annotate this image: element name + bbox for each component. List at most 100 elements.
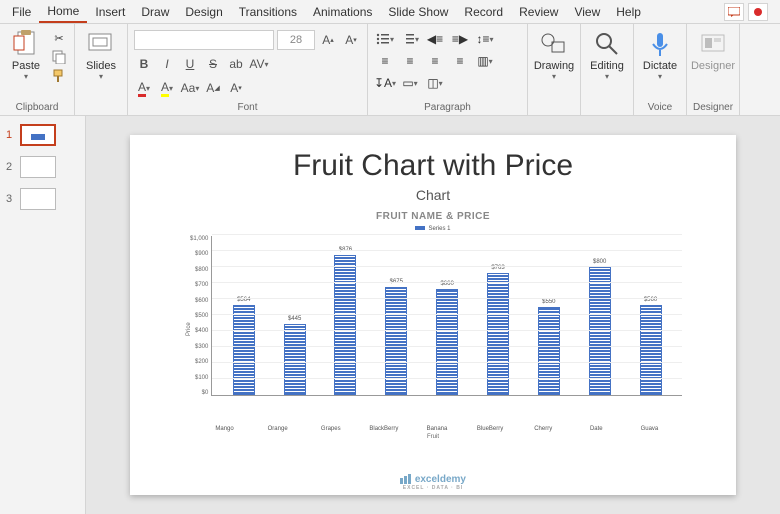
group-clipboard: Paste ▾ ✂ Clipboard (0, 24, 75, 115)
menu-draw[interactable]: Draw (133, 2, 177, 22)
menu-bar: File Home Insert Draw Design Transitions… (0, 0, 780, 24)
underline-button[interactable]: U (180, 54, 200, 74)
font-size-dropdown[interactable]: 28 (277, 30, 315, 50)
thumb-2[interactable]: 2 (6, 156, 79, 178)
line-spacing-button[interactable]: ↕≡▾ (474, 30, 496, 48)
thumb-3[interactable]: 3 (6, 188, 79, 210)
x-labels: MangoOrangeGrapesBlackBerryBananaBlueBer… (192, 426, 682, 432)
slide-canvas[interactable]: Fruit Chart with Price Chart FRUIT NAME … (86, 116, 780, 514)
change-case-button[interactable]: Aa▾ (180, 78, 200, 98)
bullets-button[interactable]: ▾ (374, 30, 396, 48)
cut-icon[interactable]: ✂ (50, 30, 68, 46)
menu-file[interactable]: File (4, 2, 39, 22)
menu-slideshow[interactable]: Slide Show (380, 2, 456, 22)
copy-icon[interactable] (50, 49, 68, 65)
microphone-icon (646, 30, 674, 58)
menu-home[interactable]: Home (39, 1, 87, 23)
comments-icon[interactable] (724, 3, 744, 21)
group-drawing: Drawing ▾ (528, 24, 581, 115)
clear-format-button[interactable]: A◢ (203, 78, 223, 98)
italic-button[interactable]: I (157, 54, 177, 74)
shapes-icon (540, 30, 568, 58)
slide: Fruit Chart with Price Chart FRUIT NAME … (130, 135, 736, 495)
strikethrough-button[interactable]: S (203, 54, 223, 74)
thumbnail-panel: 1 2 3 (0, 116, 86, 514)
menu-help[interactable]: Help (608, 2, 649, 22)
font-label: Font (134, 100, 361, 115)
slide-title[interactable]: Fruit Chart with Price (150, 149, 716, 183)
group-voice: Dictate ▾ Voice (634, 24, 687, 115)
chevron-down-icon: ▾ (24, 72, 28, 81)
menu-review[interactable]: Review (511, 2, 566, 22)
align-left-button[interactable]: ≡ (374, 52, 396, 70)
workspace: 1 2 3 Fruit Chart with Price Chart FRUIT… (0, 116, 780, 514)
designer-label: Designer (691, 60, 735, 72)
slides-label: Slides (86, 60, 116, 72)
chevron-down-icon: ▾ (658, 72, 662, 81)
shadow-button[interactable]: ab (226, 54, 246, 74)
chart[interactable]: Price $1,000$900$800$700$600$500$400$300… (150, 236, 716, 426)
editing-button[interactable]: Editing ▾ (587, 26, 627, 81)
grow-font-icon[interactable]: A▴ (318, 30, 338, 50)
justify-button[interactable]: ≡ (449, 52, 471, 70)
align-center-button[interactable]: ≡ (399, 52, 421, 70)
paragraph-label: Paragraph (374, 100, 521, 115)
x-axis-label: Fruit (150, 434, 716, 440)
align-right-button[interactable]: ≡ (424, 52, 446, 70)
paste-icon (12, 30, 40, 58)
font-family-dropdown[interactable] (134, 30, 274, 50)
indent-increase-button[interactable]: ≡▶ (449, 30, 471, 48)
dictate-button[interactable]: Dictate ▾ (640, 26, 680, 81)
slides-icon (87, 30, 115, 58)
menu-view[interactable]: View (566, 2, 608, 22)
y-ticks: $1,000$900$800$700$600$500$400$300$200$1… (190, 236, 211, 396)
shrink-font-icon[interactable]: A▾ (341, 30, 361, 50)
chevron-down-icon: ▾ (99, 72, 103, 81)
font-color-button[interactable]: A▾ (134, 78, 154, 98)
group-slides: Slides ▾ (75, 24, 128, 115)
menu-record[interactable]: Record (456, 2, 511, 22)
subscript-button[interactable]: A▾ (226, 78, 246, 98)
designer-icon (699, 30, 727, 58)
record-icon[interactable] (748, 3, 768, 21)
highlight-button[interactable]: A▾ (157, 78, 177, 98)
menu-transitions[interactable]: Transitions (231, 2, 305, 22)
editing-label: Editing (590, 60, 624, 72)
smartart-button[interactable]: ◫▾ (424, 74, 446, 92)
bold-button[interactable]: B (134, 54, 154, 74)
group-font: 28 A▴ A▾ B I U S ab AV▾ A▾ A▾ Aa▾ A◢ A▾ … (128, 24, 368, 115)
format-painter-icon[interactable] (50, 68, 68, 84)
group-paragraph: ▾ ▾ ◀≡ ≡▶ ↕≡▾ ≡ ≡ ≡ ≡ ▥▾ ↧A▾ ▭▾ ◫▾ Parag… (368, 24, 528, 115)
chevron-down-icon: ▾ (552, 72, 556, 81)
menu-design[interactable]: Design (177, 2, 230, 22)
group-editing: Editing ▾ (581, 24, 634, 115)
slides-button[interactable]: Slides ▾ (81, 26, 121, 81)
ribbon: Paste ▾ ✂ Clipboard Slides ▾ 28 (0, 24, 780, 116)
numbering-button[interactable]: ▾ (399, 30, 421, 48)
find-icon (593, 30, 621, 58)
dictate-label: Dictate (643, 60, 677, 72)
drawing-button[interactable]: Drawing ▾ (534, 26, 574, 81)
drawing-label: Drawing (534, 60, 574, 72)
group-designer: Designer Designer (687, 24, 740, 115)
watermark: exceldemy EXCEL · DATA · BI (130, 474, 736, 491)
menu-animations[interactable]: Animations (305, 2, 380, 22)
char-spacing-button[interactable]: AV▾ (249, 54, 269, 74)
slides-group-label (81, 111, 121, 115)
menu-insert[interactable]: Insert (87, 2, 133, 22)
chart-title: FRUIT NAME & PRICE (150, 211, 716, 222)
clipboard-label: Clipboard (6, 100, 68, 115)
paste-label: Paste (12, 60, 40, 72)
columns-button[interactable]: ▥▾ (474, 52, 496, 70)
slide-subtitle[interactable]: Chart (150, 187, 716, 203)
voice-label: Voice (640, 100, 680, 115)
designer-button[interactable]: Designer (693, 26, 733, 72)
chart-legend: Series 1 (150, 226, 716, 232)
designer-group-label: Designer (693, 100, 733, 115)
indent-decrease-button[interactable]: ◀≡ (424, 30, 446, 48)
thumb-1[interactable]: 1 (6, 124, 79, 146)
plot-area: $564$445$876$675$660$763$550$800$560 (211, 236, 682, 396)
paste-button[interactable]: Paste ▾ (6, 26, 46, 81)
align-text-button[interactable]: ▭▾ (399, 74, 421, 92)
text-direction-button[interactable]: ↧A▾ (374, 74, 396, 92)
